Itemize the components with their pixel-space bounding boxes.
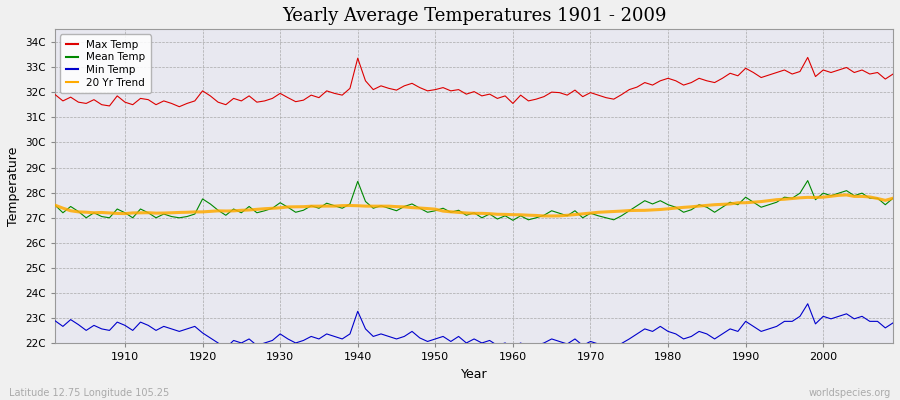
Y-axis label: Temperature: Temperature [7, 147, 20, 226]
Title: Yearly Average Temperatures 1901 - 2009: Yearly Average Temperatures 1901 - 2009 [282, 7, 666, 25]
Legend: Max Temp, Mean Temp, Min Temp, 20 Yr Trend: Max Temp, Mean Temp, Min Temp, 20 Yr Tre… [60, 34, 150, 93]
Text: worldspecies.org: worldspecies.org [809, 388, 891, 398]
Text: Latitude 12.75 Longitude 105.25: Latitude 12.75 Longitude 105.25 [9, 388, 169, 398]
X-axis label: Year: Year [461, 368, 488, 381]
